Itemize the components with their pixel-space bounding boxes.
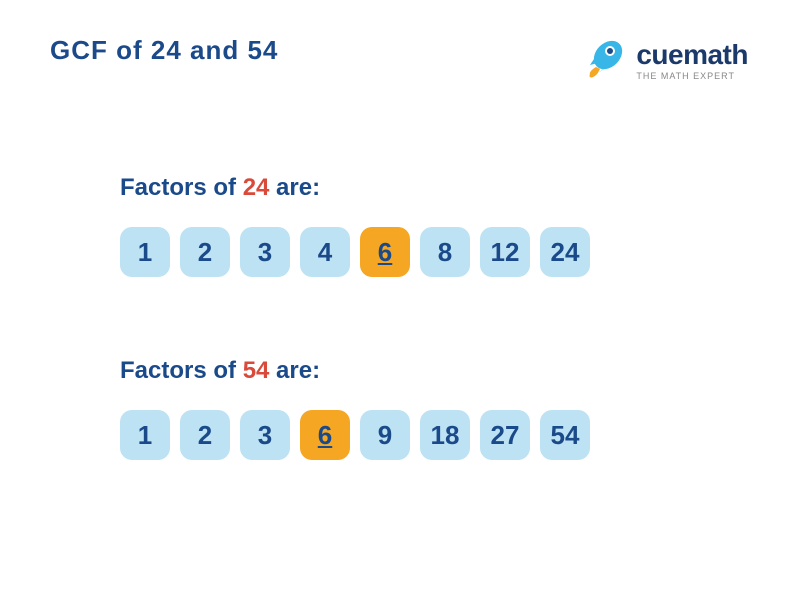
label-prefix: Factors of bbox=[120, 174, 243, 201]
title-mid: and bbox=[182, 35, 248, 65]
label-num: 24 bbox=[243, 174, 270, 201]
factors-row-54: 1 2 3 6 9 18 27 54 bbox=[120, 410, 748, 460]
title-num1: 24 bbox=[151, 35, 182, 65]
section-title-24: Factors of 24 are: bbox=[120, 174, 748, 202]
factor-box: 8 bbox=[420, 227, 470, 277]
page-title: GCF of 24 and 54 bbox=[50, 35, 278, 66]
factor-box: 2 bbox=[180, 227, 230, 277]
factor-box: 3 bbox=[240, 410, 290, 460]
rocket-icon bbox=[584, 35, 628, 84]
factors-row-24: 1 2 3 4 6 8 12 24 bbox=[120, 227, 748, 277]
title-prefix: GCF of bbox=[50, 35, 151, 65]
factor-box-gcf: 6 bbox=[360, 227, 410, 277]
label-suffix: are: bbox=[269, 357, 320, 384]
logo-brand: cuemath bbox=[636, 39, 748, 71]
factor-box: 1 bbox=[120, 227, 170, 277]
title-num2: 54 bbox=[247, 35, 278, 65]
logo-tagline: THE MATH EXPERT bbox=[636, 71, 748, 81]
label-suffix: are: bbox=[269, 174, 320, 201]
logo-text-block: cuemath THE MATH EXPERT bbox=[636, 39, 748, 81]
section-title-54: Factors of 54 are: bbox=[120, 357, 748, 385]
factor-box: 18 bbox=[420, 410, 470, 460]
factors-section-54: Factors of 54 are: 1 2 3 6 9 18 27 54 bbox=[120, 357, 748, 460]
factor-box: 9 bbox=[360, 410, 410, 460]
factor-box: 1 bbox=[120, 410, 170, 460]
factor-box: 27 bbox=[480, 410, 530, 460]
factor-box-gcf: 6 bbox=[300, 410, 350, 460]
label-num: 54 bbox=[243, 357, 270, 384]
content-area: Factors of 24 are: 1 2 3 4 6 8 12 24 Fac… bbox=[120, 174, 748, 460]
factor-box: 12 bbox=[480, 227, 530, 277]
label-prefix: Factors of bbox=[120, 357, 243, 384]
factor-box: 24 bbox=[540, 227, 590, 277]
brand-logo: cuemath THE MATH EXPERT bbox=[584, 35, 748, 84]
factor-box: 54 bbox=[540, 410, 590, 460]
factor-box: 3 bbox=[240, 227, 290, 277]
factors-section-24: Factors of 24 are: 1 2 3 4 6 8 12 24 bbox=[120, 174, 748, 277]
factor-box: 2 bbox=[180, 410, 230, 460]
header: GCF of 24 and 54 cuemath THE MATH EXPERT bbox=[50, 35, 748, 84]
factor-box: 4 bbox=[300, 227, 350, 277]
